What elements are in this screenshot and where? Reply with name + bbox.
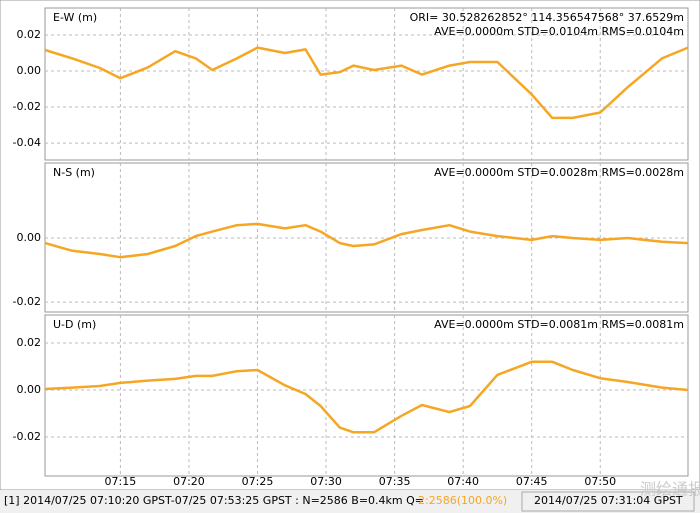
x-tick-label: 07:40 bbox=[447, 475, 479, 488]
status-bar bbox=[0, 490, 700, 513]
panel-title: N-S (m) bbox=[53, 166, 95, 179]
x-tick-label: 07:50 bbox=[584, 475, 616, 488]
x-tick-label: 07:20 bbox=[173, 475, 205, 488]
y-tick-label: 0.00 bbox=[17, 231, 42, 244]
x-tick-label: 07:15 bbox=[105, 475, 137, 488]
panel bbox=[44, 7, 689, 161]
status-info: [1] 2014/07/25 07:10:20 GPST-07/25 07:53… bbox=[4, 494, 424, 507]
stats-annotation: AVE=0.0000m STD=0.0104m RMS=0.0104m bbox=[434, 25, 684, 38]
panel-title: U-D (m) bbox=[53, 318, 96, 331]
stats-annotation: AVE=0.0000m STD=0.0081m RMS=0.0081m bbox=[434, 318, 684, 331]
y-tick-label: 0.00 bbox=[17, 64, 42, 77]
data-line bbox=[44, 46, 689, 120]
panel-title: E-W (m) bbox=[53, 11, 97, 24]
stats-annotation: AVE=0.0000m STD=0.0028m RMS=0.0028m bbox=[434, 166, 684, 179]
y-tick-label: -0.04 bbox=[13, 136, 41, 149]
y-tick-label: -0.02 bbox=[13, 100, 41, 113]
watermark: 测绘通报 bbox=[640, 480, 700, 499]
cursor-box bbox=[521, 491, 695, 512]
x-tick-label: 07:45 bbox=[516, 475, 548, 488]
x-tick-label: 07:25 bbox=[242, 475, 274, 488]
data-line bbox=[44, 360, 689, 434]
data-line bbox=[44, 222, 689, 259]
y-tick-label: 0.00 bbox=[17, 383, 42, 396]
x-tick-label: 07:35 bbox=[379, 475, 411, 488]
y-tick-label: 0.02 bbox=[17, 28, 42, 41]
y-tick-label: -0.02 bbox=[13, 295, 41, 308]
cursor-time: 2014/07/25 07:31:04 GPST bbox=[534, 494, 683, 507]
x-tick-label: 07:30 bbox=[310, 475, 342, 488]
y-tick-label: -0.02 bbox=[13, 430, 41, 443]
stats-annotation: ORI= 30.528262852° 114.356547568° 37.652… bbox=[410, 11, 684, 24]
y-tick-label: 0.02 bbox=[17, 336, 42, 349]
panel bbox=[44, 314, 689, 477]
status-quality: 2:2586(100.0%) bbox=[418, 494, 507, 507]
